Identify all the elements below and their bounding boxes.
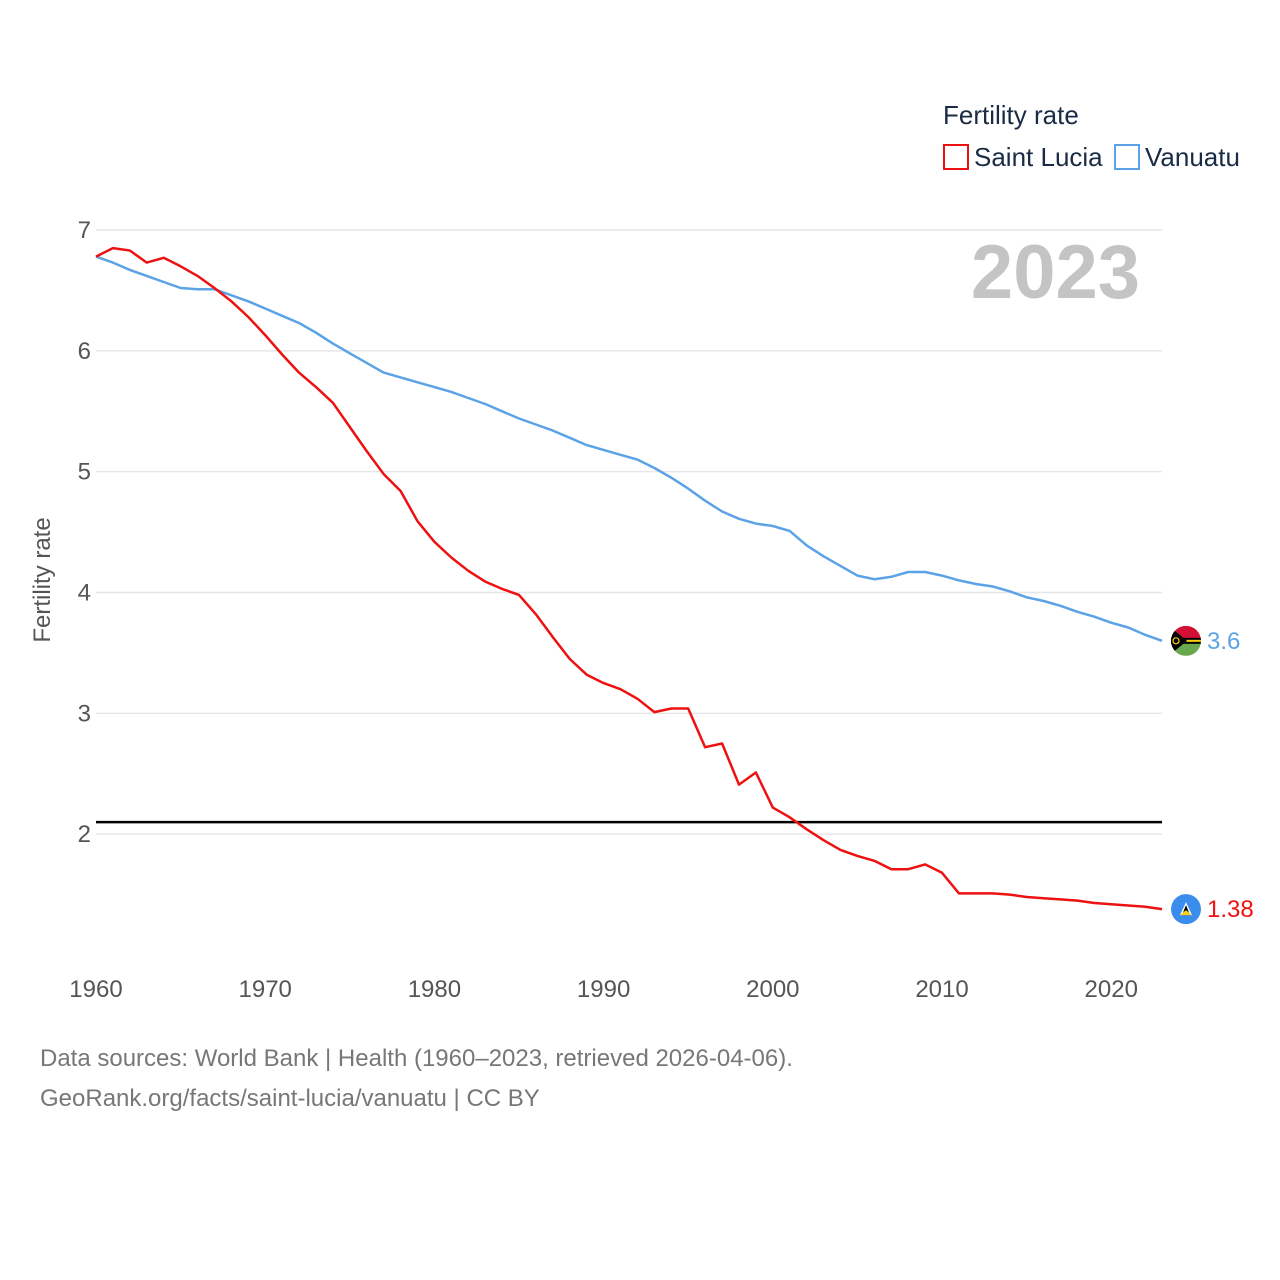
series-lines: [95, 246, 1163, 911]
x-tick-label-1990: 1990: [577, 976, 630, 1003]
y-tick-label-5: 5: [78, 459, 91, 486]
x-tick-label-1960: 1960: [69, 976, 122, 1003]
legend-item-vanuatu[interactable]: Vanuatu: [1114, 142, 1240, 172]
y-tick-labels: 2 3 4 5 6 7: [78, 217, 91, 848]
series-line-vanuatu: [95, 255, 1163, 642]
legend-title: Fertility rate: [943, 100, 1079, 130]
end-label-saint-lucia: 1.38: [1207, 896, 1254, 923]
flag-icon-vanuatu: [1171, 625, 1201, 656]
end-label-vanuatu: 3.6: [1207, 628, 1240, 655]
y-tick-label-6: 6: [78, 338, 91, 365]
credit-link[interactable]: GeoRank.org/facts/saint-lucia/vanuatu | …: [40, 1085, 540, 1112]
x-tick-label-1970: 1970: [239, 976, 292, 1003]
x-tick-label-1980: 1980: [408, 976, 461, 1003]
x-tick-labels: 1960 1970 1980 1990 2000 2010 2020: [69, 976, 1138, 1003]
year-watermark: 2023: [971, 230, 1140, 315]
flag-icon-saint-lucia: [1171, 894, 1201, 925]
grid-lines: [96, 229, 1162, 835]
data-source-note: Data sources: World Bank | Health (1960–…: [40, 1045, 793, 1072]
x-tick-label-2020: 2020: [1085, 976, 1138, 1003]
y-tick-label-3: 3: [78, 700, 91, 727]
legend-swatch-saint-lucia: [943, 144, 969, 170]
legend-item-saint-lucia[interactable]: Saint Lucia: [943, 142, 1103, 172]
y-axis-title: Fertility rate: [29, 517, 56, 642]
end-markers: 1.38 3.6: [1171, 625, 1254, 925]
y-tick-label-4: 4: [78, 580, 91, 607]
y-tick-label-2: 2: [78, 821, 91, 848]
series-line-saint-lucia: [95, 246, 1163, 911]
legend-label-vanuatu: Vanuatu: [1145, 142, 1240, 172]
x-tick-label-2010: 2010: [915, 976, 968, 1003]
legend-label-saint-lucia: Saint Lucia: [974, 142, 1103, 172]
y-tick-label-7: 7: [78, 217, 91, 244]
legend-swatch-vanuatu: [1114, 144, 1140, 170]
legend: Fertility rate Saint Lucia Vanuatu: [943, 100, 1240, 172]
x-tick-label-2000: 2000: [746, 976, 799, 1003]
